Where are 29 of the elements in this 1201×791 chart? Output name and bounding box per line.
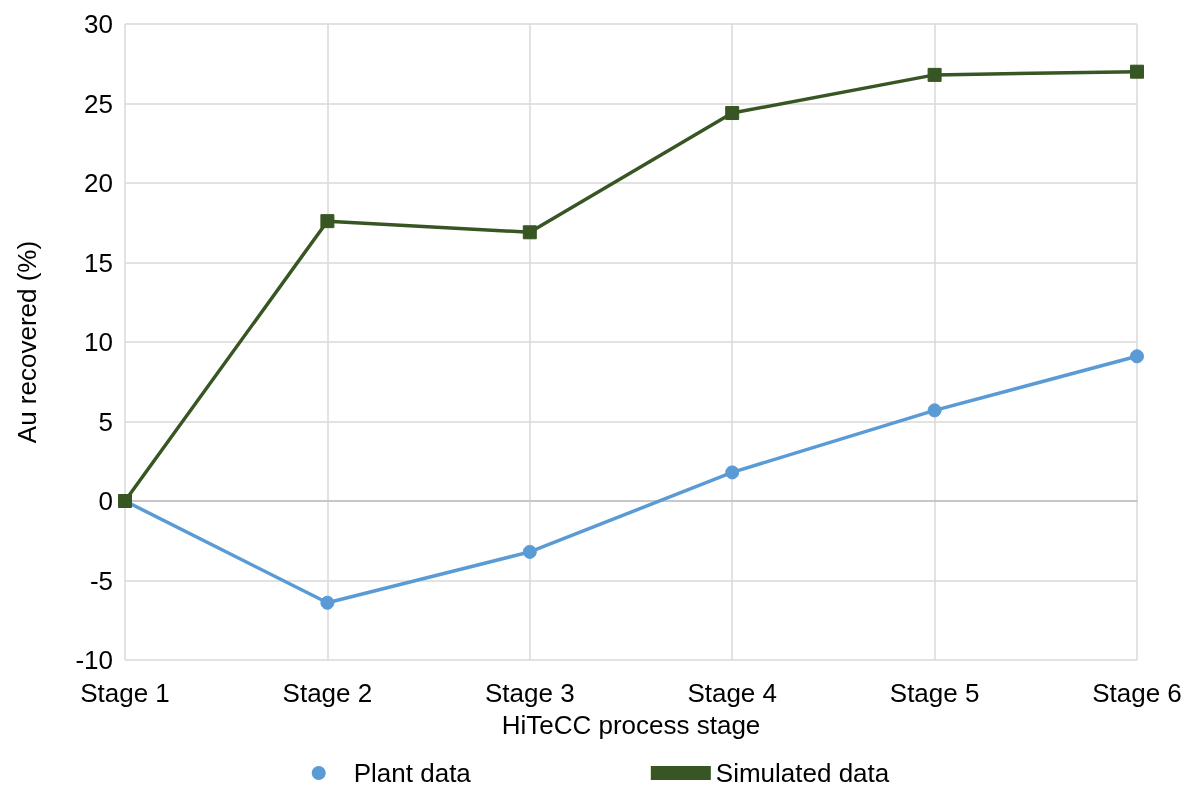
- y-tick-label: 5: [98, 406, 113, 437]
- x-tick-label: Stage 3: [484, 678, 575, 708]
- x-tick-label: Stage 6: [1092, 678, 1182, 708]
- x-axis-title: HiTeCC process stage: [501, 710, 761, 740]
- y-tick-label: 15: [84, 247, 113, 278]
- point: [522, 225, 537, 240]
- point: [320, 595, 335, 610]
- y-tick-label: 25: [84, 88, 113, 119]
- point: [927, 67, 942, 82]
- y-axis-title: Au recovered (%): [12, 240, 42, 444]
- x-tick-label: Stage 1: [80, 678, 170, 708]
- point: [725, 465, 740, 480]
- legend-label: Simulated data: [715, 758, 890, 788]
- x-tick-label: Stage 4: [687, 678, 778, 708]
- point: [522, 544, 537, 559]
- y-tick-label: 30: [84, 9, 113, 39]
- x-tick-label: Stage 5: [889, 678, 980, 708]
- legend-label: Plant data: [353, 758, 472, 788]
- y-tick-label: -10: [75, 645, 113, 675]
- point: [927, 403, 942, 418]
- y-tick-label: 20: [84, 168, 113, 198]
- y-tick-label: 10: [84, 327, 113, 357]
- y-tick-label: -5: [89, 565, 113, 596]
- point: [725, 106, 740, 121]
- y-tick-label: 0: [98, 486, 113, 516]
- point: [1130, 64, 1144, 79]
- point: [1130, 349, 1144, 364]
- point: [320, 214, 335, 229]
- x-tick-label: Stage 2: [282, 678, 373, 708]
